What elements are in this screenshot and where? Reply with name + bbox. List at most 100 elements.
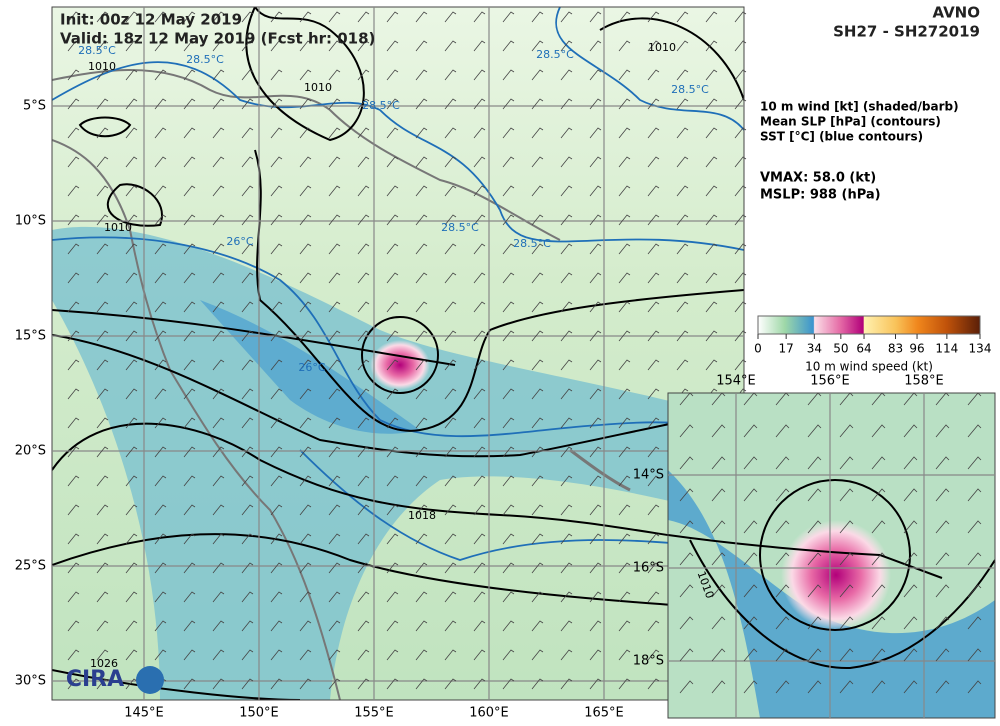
wind-barb [775, 616, 790, 630]
wind-barb [560, 69, 573, 81]
wind-barb [589, 40, 602, 52]
colorbar-tick-label: 114 [935, 342, 958, 356]
wind-barb [241, 40, 254, 52]
wind-barb [328, 417, 341, 429]
wind-barb [531, 69, 544, 81]
wind-barb [705, 214, 718, 226]
wind-barb [705, 127, 718, 139]
wind-barb [386, 185, 399, 197]
wind-barb [618, 533, 631, 545]
wind-barb [241, 591, 254, 603]
wind-barb [560, 562, 573, 574]
wind-barb [299, 359, 312, 371]
wind-barb [473, 156, 486, 168]
wind-barb [415, 301, 428, 313]
model-name: AVNO [932, 4, 980, 22]
wind-barb [154, 533, 167, 545]
wind-barb [241, 359, 254, 371]
wind-barb [125, 678, 138, 690]
wind-barb [473, 127, 486, 139]
wind-barb [357, 272, 370, 284]
wind-barb [473, 330, 486, 342]
wind-barb [183, 243, 196, 255]
wind-barb [743, 488, 758, 502]
wind-barb [328, 272, 341, 284]
wind-barb [183, 591, 196, 603]
wind-barb [415, 11, 428, 23]
wind-barb [618, 156, 631, 168]
wind-barb [299, 475, 312, 487]
wind-barb [270, 301, 283, 313]
wind-barb [618, 678, 631, 690]
wind-barb [775, 520, 790, 534]
wind-barb [679, 392, 694, 406]
wind-barb [676, 185, 689, 197]
contour-label: 1010 [88, 60, 116, 73]
wind-barb [871, 616, 886, 630]
wind-barb [560, 185, 573, 197]
wind-barb [183, 69, 196, 81]
lon-label: 158°E [904, 374, 944, 389]
wind-barb [241, 446, 254, 458]
wind-barb [679, 488, 694, 502]
wind-barb [839, 520, 854, 534]
wind-barb [154, 649, 167, 661]
wind-barb [839, 456, 854, 470]
wind-barb [560, 417, 573, 429]
wind-barb [299, 649, 312, 661]
wind-barb [473, 11, 486, 23]
wind-barb [386, 272, 399, 284]
wind-barb [618, 504, 631, 516]
wind-barb [386, 11, 399, 23]
wind-barb [711, 424, 726, 438]
wind-barb [357, 40, 370, 52]
wind-barb [473, 359, 486, 371]
wind-barb [299, 272, 312, 284]
wind-barb [839, 584, 854, 598]
wind-barb [183, 272, 196, 284]
wind-barb [357, 98, 370, 110]
wind-barb [328, 591, 341, 603]
wind-barb [967, 680, 982, 694]
wind-barb [67, 678, 80, 690]
wind-barb [589, 69, 602, 81]
wind-barb [560, 40, 573, 52]
wind-barb [705, 98, 718, 110]
wind-barb [560, 156, 573, 168]
logo: CIRA [66, 667, 124, 692]
wind-barb [935, 616, 950, 630]
wind-barb [270, 214, 283, 226]
wind-barb [560, 678, 573, 690]
wind-barb [241, 127, 254, 139]
wind-barb [415, 562, 428, 574]
wind-barb [618, 330, 631, 342]
wind-barb [743, 648, 758, 662]
colorbar-ticks: 0 17 34 50 64 83 96 114 134 [754, 334, 991, 356]
wind-barb [871, 392, 886, 406]
wind-barb [618, 40, 631, 52]
wind-barb [531, 649, 544, 661]
wind-barb [711, 680, 726, 694]
wind-barb [299, 504, 312, 516]
wind-barb [531, 475, 544, 487]
wind-barb [647, 243, 660, 255]
wind-barb [775, 488, 790, 502]
wind-barb [299, 301, 312, 313]
contour-labels: 1010 1010 1010 1010 1018 1026 28.5°C 28.5°C 28.5… [78, 41, 716, 670]
wind-barb [67, 359, 80, 371]
wind-barb [502, 301, 515, 313]
wind-barb [444, 243, 457, 255]
wind-barb [473, 388, 486, 400]
wind-barb [415, 417, 428, 429]
wind-barb [871, 648, 886, 662]
wind-barb [589, 156, 602, 168]
wind-barb [734, 127, 747, 139]
wind-barb [589, 301, 602, 313]
wind-barb [473, 533, 486, 545]
wind-barb [241, 272, 254, 284]
wind-barb [705, 69, 718, 81]
wind-barb [807, 424, 822, 438]
wind-barb [589, 127, 602, 139]
wind-barb [560, 127, 573, 139]
wind-barb [647, 678, 660, 690]
